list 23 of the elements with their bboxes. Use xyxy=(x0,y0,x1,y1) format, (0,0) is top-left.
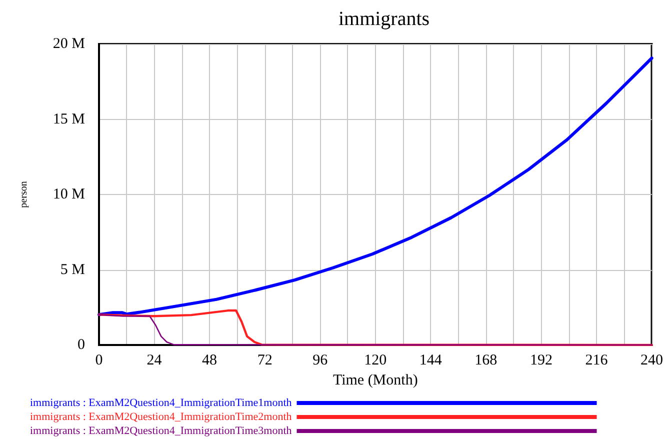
x-tick-label: 48 xyxy=(202,352,218,368)
x-tick-label: 216 xyxy=(585,352,608,368)
x-tick-label: 24 xyxy=(146,352,162,368)
y-tick-label: 0 xyxy=(78,337,85,353)
x-tick-label: 120 xyxy=(364,352,387,368)
y-tick-label: 10 M xyxy=(52,186,85,202)
y-tick-label: 5 M xyxy=(60,262,85,278)
line-series xyxy=(97,56,654,316)
x-tick-label: 72 xyxy=(257,352,272,368)
text: immigrants : ExamM2Question4_ImmigrationTime3month xyxy=(30,425,292,437)
text: immigrants : ExamM2Question4_ImmigrationTime1month xyxy=(30,397,292,409)
y-tick-label: 20 M xyxy=(52,36,85,52)
chart-title: immigrants xyxy=(338,8,430,30)
x-tick-label: 168 xyxy=(474,352,498,368)
text: immigrants : ExamM2Question4_ImmigrationTime2month xyxy=(30,411,292,423)
x-tick-label: 240 xyxy=(640,352,663,368)
x-tick-label: 0 xyxy=(95,352,103,368)
x-tick-label: 192 xyxy=(530,352,552,368)
y-tick-label: 15 M xyxy=(52,111,85,128)
x-tick-label: 144 xyxy=(419,352,442,368)
x-axis-title: Time (Month) xyxy=(332,372,418,388)
x-tick-label: 96 xyxy=(312,352,328,368)
y-axis-title: person xyxy=(18,181,30,208)
